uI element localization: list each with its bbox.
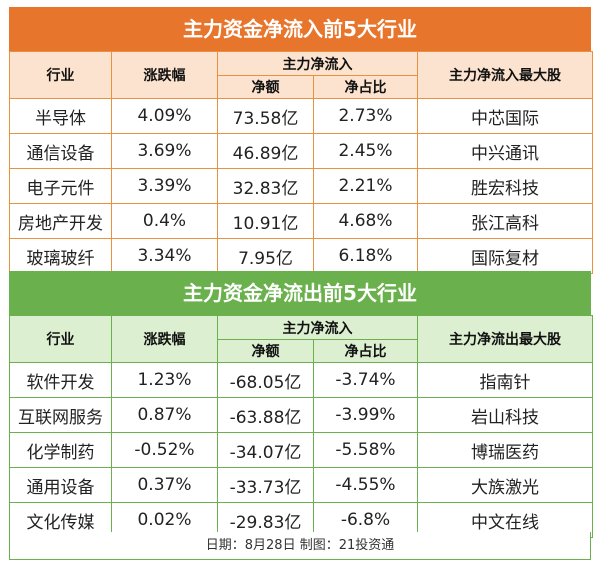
cell-stock: 大族激光 xyxy=(417,467,593,503)
table-row: 通信设备 3.69% 46.89亿 2.45% 中兴通讯 xyxy=(9,133,593,169)
cell-change: 1.23% xyxy=(111,362,218,398)
header-change: 涨跌幅 xyxy=(111,315,218,363)
table-row: 电子元件 3.39% 32.83亿 2.21% 胜宏科技 xyxy=(9,168,593,204)
cell-stock: 中芯国际 xyxy=(417,98,593,134)
header-industry: 行业 xyxy=(9,51,112,99)
table-row: 玻璃玻纤 3.34% 7.95亿 6.18% 国际复材 xyxy=(9,238,593,274)
cell-ratio: 4.68% xyxy=(313,203,418,239)
outflow-title: 主力资金净流出前5大行业 xyxy=(9,271,591,315)
cell-change: 4.09% xyxy=(111,98,218,134)
cell-net: 10.91亿 xyxy=(217,203,314,239)
cell-industry: 玻璃玻纤 xyxy=(9,238,112,274)
cell-ratio: 2.21% xyxy=(313,168,418,204)
cell-ratio: -5.58% xyxy=(313,432,418,468)
header-top-stock: 主力净流入最大股 xyxy=(417,51,593,99)
cell-change: 3.69% xyxy=(111,133,218,169)
cell-industry: 电子元件 xyxy=(9,168,112,204)
cell-ratio: -3.99% xyxy=(313,397,418,433)
table-row: 房地产开发 0.4% 10.91亿 4.68% 张江高科 xyxy=(9,203,593,239)
cell-net: 32.83亿 xyxy=(217,168,314,204)
cell-net: 46.89亿 xyxy=(217,133,314,169)
header-net-inflow-group: 主力净流入 xyxy=(217,315,418,340)
cell-ratio: -3.74% xyxy=(313,362,418,398)
cell-change: 0.37% xyxy=(111,467,218,503)
cell-stock: 指南针 xyxy=(417,362,593,398)
cell-net: -63.88亿 xyxy=(217,397,314,433)
cell-change: 3.34% xyxy=(111,238,218,274)
cell-net: -68.05亿 xyxy=(217,362,314,398)
cell-industry: 半导体 xyxy=(9,98,112,134)
cell-net: 73.58亿 xyxy=(217,98,314,134)
cell-stock: 岩山科技 xyxy=(417,397,593,433)
cell-change: 0.87% xyxy=(111,397,218,433)
cell-ratio: 2.45% xyxy=(313,133,418,169)
cell-net: -33.73亿 xyxy=(217,467,314,503)
header-industry: 行业 xyxy=(9,315,112,363)
inflow-table: 行业 涨跌幅 主力净流入 主力净流入最大股 净额 净占比 半导体 4.09% 7… xyxy=(9,51,593,274)
cell-industry: 互联网服务 xyxy=(9,397,112,433)
inflow-title: 主力资金净流入前5大行业 xyxy=(9,7,591,51)
cell-change: -0.52% xyxy=(111,432,218,468)
cell-ratio: 6.18% xyxy=(313,238,418,274)
header-top-stock: 主力净流出最大股 xyxy=(417,315,593,363)
cell-industry: 通用设备 xyxy=(9,467,112,503)
header-change: 涨跌幅 xyxy=(111,51,218,99)
header-ratio: 净占比 xyxy=(313,75,418,99)
outflow-table: 行业 涨跌幅 主力净流入 主力净流出最大股 净额 净占比 软件开发 1.23% … xyxy=(9,315,593,538)
cell-net: 7.95亿 xyxy=(217,238,314,274)
cell-stock: 胜宏科技 xyxy=(417,168,593,204)
cell-change: 0.4% xyxy=(111,203,218,239)
cell-stock: 博瑞医药 xyxy=(417,432,593,468)
header-net-inflow-group: 主力净流入 xyxy=(217,51,418,76)
table-row: 互联网服务 0.87% -63.88亿 -3.99% 岩山科技 xyxy=(9,397,593,433)
cell-stock: 中兴通讯 xyxy=(417,133,593,169)
table-row: 化学制药 -0.52% -34.07亿 -5.58% 博瑞医药 xyxy=(9,432,593,468)
header-net: 净额 xyxy=(217,339,314,363)
cell-industry: 通信设备 xyxy=(9,133,112,169)
cell-change: 3.39% xyxy=(111,168,218,204)
cell-net: -34.07亿 xyxy=(217,432,314,468)
cell-industry: 化学制药 xyxy=(9,432,112,468)
cell-industry: 房地产开发 xyxy=(9,203,112,239)
cell-ratio: -4.55% xyxy=(313,467,418,503)
table-row: 软件开发 1.23% -68.05亿 -3.74% 指南针 xyxy=(9,362,593,398)
table-row: 半导体 4.09% 73.58亿 2.73% 中芯国际 xyxy=(9,98,593,134)
table-row: 通用设备 0.37% -33.73亿 -4.55% 大族激光 xyxy=(9,467,593,503)
cell-stock: 国际复材 xyxy=(417,238,593,274)
header-ratio: 净占比 xyxy=(313,339,418,363)
cell-industry: 软件开发 xyxy=(9,362,112,398)
footer-credit: 日期：8月28日 制图：21投资通 xyxy=(9,532,591,560)
cell-ratio: 2.73% xyxy=(313,98,418,134)
cell-stock: 张江高科 xyxy=(417,203,593,239)
header-net: 净额 xyxy=(217,75,314,99)
